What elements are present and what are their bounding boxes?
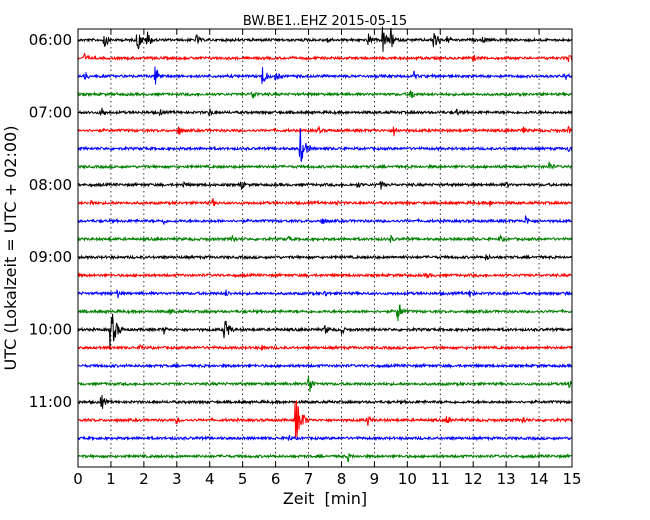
x-axis-label: Zeit [min] [283, 489, 367, 508]
trace-row [77, 161, 573, 170]
trace-line [77, 376, 573, 393]
trace-line [77, 253, 573, 262]
x-tick-label: 2 [139, 470, 149, 488]
x-tick-label: 8 [337, 470, 347, 488]
trace-line [77, 128, 573, 162]
y-tick-label: 06:00 [29, 31, 72, 49]
trace-row [77, 107, 573, 118]
trace-line [77, 107, 573, 118]
x-tick-label: 1 [106, 470, 116, 488]
trace-row [77, 304, 573, 322]
trace-line [77, 304, 573, 322]
trace-row [77, 125, 573, 137]
trace-row [77, 435, 573, 442]
x-tick-label: 13 [497, 470, 516, 488]
trace-line [77, 66, 573, 85]
trace-line [77, 435, 573, 442]
trace-line [77, 125, 573, 137]
plot-frame [77, 28, 573, 468]
x-tick-label: 12 [464, 470, 483, 488]
trace-row [77, 362, 572, 370]
y-tick-label: 09:00 [29, 248, 72, 266]
x-tick-label: 15 [562, 470, 581, 488]
trace-line [77, 400, 573, 439]
x-tick-label: 6 [271, 470, 281, 488]
x-axis-ticks: 0 1 2 3 4 5 6 7 8 9 10 11 12 13 14 15 [73, 29, 582, 488]
x-tick-label: 10 [398, 470, 417, 488]
trace-line [77, 313, 573, 350]
trace-row [77, 128, 573, 162]
x-tick-label: 0 [73, 470, 83, 488]
trace-line [77, 90, 573, 99]
trace-row [77, 214, 573, 226]
trace-line [77, 214, 573, 226]
trace-row [77, 272, 573, 279]
trace-line [77, 198, 573, 207]
trace-row [77, 453, 573, 463]
trace-row [77, 198, 573, 207]
y-axis-ticks: 06:00 07:00 08:00 09:00 10:00 11:00 [29, 31, 572, 411]
x-tick-label: 11 [431, 470, 450, 488]
y-tick-label: 08:00 [29, 176, 72, 194]
trace-row [77, 289, 573, 299]
trace-line [77, 161, 573, 170]
x-tick-label: 9 [370, 470, 380, 488]
trace-row [77, 394, 573, 409]
trace-rows [77, 26, 573, 463]
trace-line [77, 394, 573, 409]
x-tick-label: 3 [172, 470, 182, 488]
x-tick-label: 4 [205, 470, 215, 488]
trace-row [77, 52, 573, 63]
trace-line [77, 362, 572, 370]
trace-row [77, 253, 573, 262]
trace-line [77, 180, 573, 190]
trace-line [77, 453, 573, 463]
trace-row [77, 26, 573, 52]
trace-line [77, 234, 573, 243]
trace-line [77, 272, 573, 279]
y-tick-label: 11:00 [29, 393, 72, 411]
x-tick-label: 7 [304, 470, 314, 488]
trace-row [77, 66, 573, 85]
trace-row [77, 234, 573, 243]
y-tick-label: 07:00 [29, 103, 72, 121]
chart-title: BW.BE1..EHZ 2015-05-15 [243, 14, 407, 29]
trace-row [77, 400, 573, 439]
trace-line [77, 26, 573, 52]
trace-row [77, 180, 573, 190]
trace-line [77, 52, 573, 63]
grid-lines [110, 29, 540, 467]
x-tick-label: 14 [530, 470, 549, 488]
trace-row [77, 343, 573, 352]
trace-row [77, 376, 573, 393]
trace-row [77, 90, 573, 99]
y-axis-label: UTC (Lokalzeit = UTC + 02:00) [1, 126, 20, 371]
trace-line [77, 343, 573, 352]
trace-line [77, 289, 573, 299]
y-tick-label: 10:00 [29, 321, 72, 339]
trace-row [77, 313, 573, 350]
x-tick-label: 5 [238, 470, 248, 488]
